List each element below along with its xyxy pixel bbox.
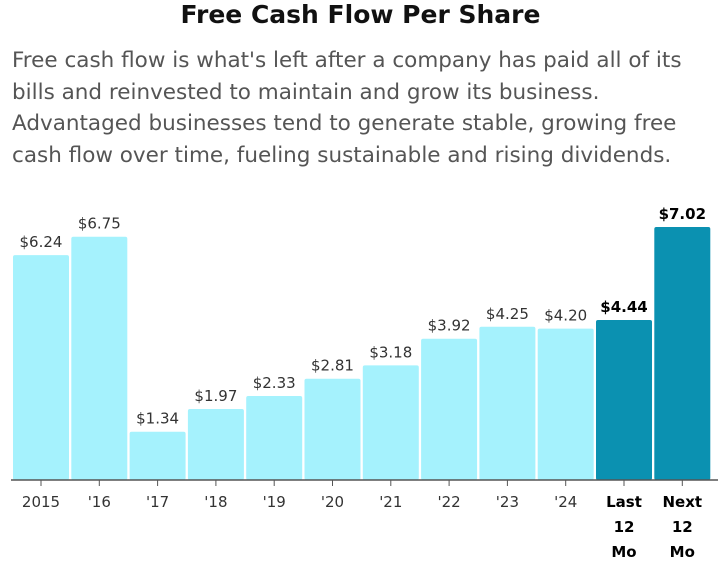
bar-9 bbox=[537, 328, 594, 480]
value-label-5: $2.81 bbox=[311, 357, 354, 375]
value-label-8: $4.25 bbox=[486, 305, 529, 323]
bar-6 bbox=[362, 365, 419, 480]
x-tick-label-0: 2015 bbox=[22, 493, 60, 511]
page-title: Free Cash Flow Per Share bbox=[180, 0, 541, 29]
bar-8 bbox=[479, 326, 536, 480]
value-label-2: $1.34 bbox=[136, 410, 179, 428]
bar-2 bbox=[129, 431, 186, 480]
value-label-0: $6.24 bbox=[20, 233, 63, 251]
page-description: Free cash flow is what's left after a co… bbox=[12, 48, 682, 168]
value-label-group: $6.24 $6.75 $1.34 $1.97 $2.33 $2.81 $3.18 $3.92… bbox=[20, 205, 707, 428]
x-tick-label-3: '18 bbox=[204, 493, 227, 511]
bar-3 bbox=[187, 409, 244, 480]
x-tick-label-8: '23 bbox=[496, 493, 519, 511]
bar-5 bbox=[304, 378, 361, 480]
bar-group bbox=[13, 227, 711, 480]
x-tick-label-10: Last 12 Mo bbox=[606, 493, 642, 561]
bar-7 bbox=[421, 338, 478, 480]
bar-1 bbox=[71, 236, 128, 480]
value-label-4: $2.33 bbox=[253, 374, 296, 392]
value-label-3: $1.97 bbox=[194, 387, 237, 405]
value-label-9: $4.20 bbox=[544, 307, 587, 325]
value-label-11: $7.02 bbox=[659, 205, 706, 223]
x-tick-label-7: '22 bbox=[437, 493, 460, 511]
bar-4 bbox=[246, 396, 303, 480]
value-label-1: $6.75 bbox=[78, 215, 121, 233]
x-tick-label-6: '21 bbox=[379, 493, 402, 511]
value-label-7: $3.92 bbox=[428, 317, 471, 335]
x-tick-label-5: '20 bbox=[321, 493, 344, 511]
bar-0 bbox=[13, 255, 69, 480]
x-tick-label-9: '24 bbox=[554, 493, 577, 511]
bar-10 bbox=[596, 320, 652, 480]
x-tick-label-2: '17 bbox=[146, 493, 169, 511]
value-label-10: $4.44 bbox=[600, 298, 647, 316]
x-tick-label-1: '16 bbox=[88, 493, 111, 511]
tick-label-group: 2015 '16 '17 '18 '19 '20 '21 '22 '23 '24 Last 12 Mo N… bbox=[22, 493, 702, 561]
x-tick-label-11: Next 12 Mo bbox=[663, 493, 703, 561]
bar-11 bbox=[654, 227, 711, 480]
value-label-6: $3.18 bbox=[369, 343, 412, 361]
x-tick-label-4: '19 bbox=[263, 493, 286, 511]
tick-group bbox=[40, 480, 683, 486]
